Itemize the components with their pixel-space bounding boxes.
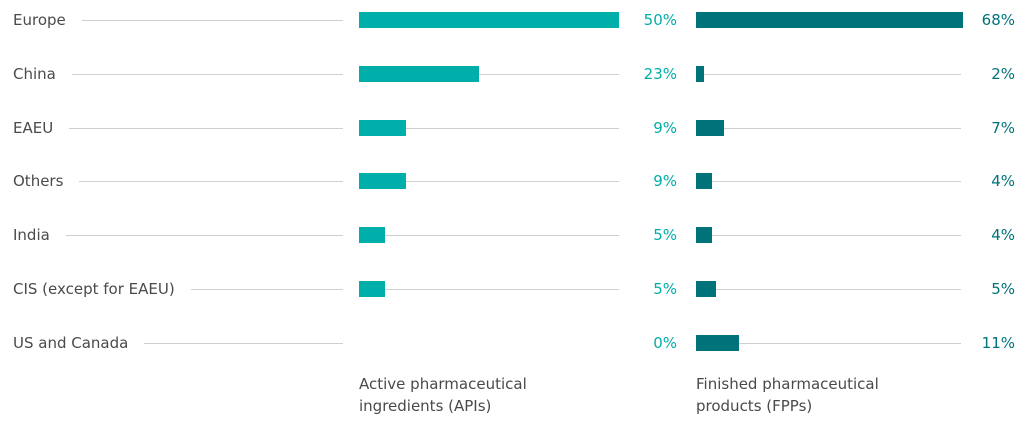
value-label: 5%	[653, 226, 677, 245]
category-label: China	[13, 64, 56, 83]
value-label: 5%	[991, 280, 1015, 298]
value-label: 0%	[653, 333, 677, 352]
connector-line	[65, 235, 343, 237]
bar	[359, 65, 479, 82]
value-label: 68%	[981, 11, 1015, 29]
bar	[359, 281, 385, 297]
value-label: 4%	[991, 226, 1015, 245]
category-label: India	[13, 226, 50, 245]
connector-line	[144, 342, 343, 344]
value-label: 4%	[991, 172, 1015, 191]
bar	[696, 65, 704, 82]
connector-line	[703, 73, 961, 75]
bar	[696, 173, 712, 190]
category-label: US and Canada	[13, 333, 129, 352]
connector-line	[723, 127, 961, 129]
bar	[696, 119, 724, 136]
connector-line	[385, 235, 619, 237]
value-label: 23%	[643, 64, 677, 83]
bar	[696, 12, 964, 28]
connector-line	[190, 289, 343, 290]
value-label: 5%	[653, 280, 677, 298]
connector-line	[405, 127, 619, 129]
value-label: 9%	[653, 118, 677, 137]
bar	[359, 227, 385, 244]
connector-line	[81, 20, 343, 21]
connector-line	[711, 235, 961, 237]
connector-line	[79, 181, 343, 183]
value-label: 9%	[653, 172, 677, 191]
connector-line	[405, 181, 619, 183]
series-caption: Active pharmaceutical ingredients (APIs)	[359, 375, 527, 415]
connector-line	[71, 73, 343, 75]
value-label: 7%	[991, 118, 1015, 137]
bar	[359, 12, 619, 28]
connector-line	[385, 289, 619, 290]
connector-line	[69, 127, 343, 129]
series-caption: Finished pharmaceutical products (FPPs)	[696, 375, 879, 415]
bar	[696, 334, 740, 351]
value-label: 2%	[991, 64, 1015, 83]
value-label: 11%	[981, 333, 1015, 352]
category-label: CIS (except for EAEU)	[13, 280, 175, 298]
bar	[696, 227, 712, 244]
connector-line	[739, 342, 961, 344]
value-label: 50%	[643, 11, 677, 29]
category-label: EAEU	[13, 118, 54, 137]
bar	[359, 173, 406, 190]
category-label: Europe	[13, 11, 66, 29]
bar	[696, 281, 716, 297]
bar	[359, 119, 406, 136]
connector-line	[711, 181, 961, 183]
category-label: Others	[13, 172, 64, 191]
connector-line	[478, 73, 619, 75]
connector-line	[715, 289, 961, 290]
